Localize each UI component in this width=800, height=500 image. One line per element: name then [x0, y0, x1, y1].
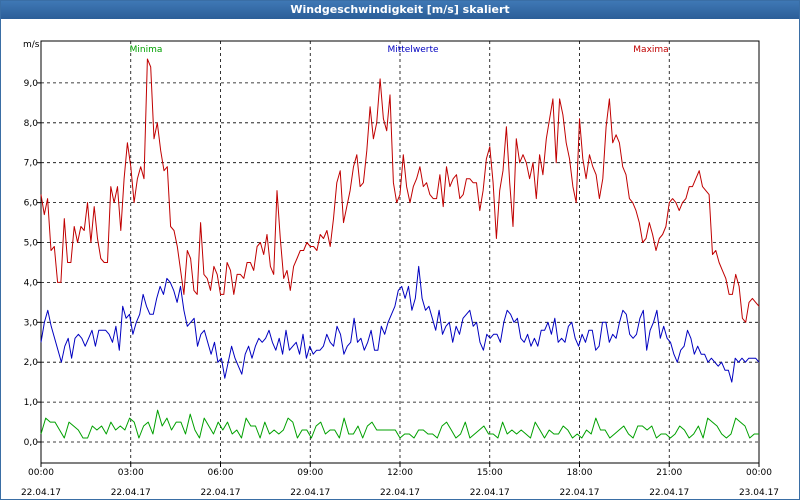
y-tick-label: 4,0: [24, 278, 39, 288]
x-tick-date: 22.04.17: [290, 488, 330, 498]
x-tick-date: 22.04.17: [559, 488, 599, 498]
y-tick-label: 0,0: [24, 438, 39, 448]
legend-entry-mittelwerte: Mittelwerte: [387, 45, 438, 55]
x-tick-time: 00:00: [746, 468, 772, 478]
x-tick-date: 22.04.17: [111, 488, 151, 498]
x-tick-date: 22.04.17: [649, 488, 689, 498]
y-tick-label: 7,0: [24, 159, 39, 169]
grid-layer: [40, 40, 760, 464]
legend: Minima Mittelwerte Maxima: [130, 45, 669, 55]
y-tick-label: 6,0: [24, 199, 39, 209]
x-tick-date: 22.04.17: [470, 488, 510, 498]
chart-area: 0,0 1,0 2,0 3,0 4,0 5,0 6,0 7,0 8,0 9,0 00:00 22.0…: [21, 40, 779, 498]
y-tick-label: 1,0: [24, 398, 39, 408]
window-title: Windgeschwindigkeit [m/s] skaliert: [1, 1, 799, 19]
x-axis-ticks: 00:00 22.04.17 03:00 22.04.17 06:00 22.04.17 0…: [21, 463, 779, 498]
x-tick-date: 22.04.17: [380, 488, 420, 498]
x-tick-time: 21:00: [656, 468, 682, 478]
x-tick-time: 00:00: [28, 468, 54, 478]
y-axis-label: m/s: [23, 40, 40, 50]
x-tick-date: 23.04.17: [739, 488, 779, 498]
x-tick-date: 22.04.17: [200, 488, 240, 498]
x-tick-time: 18:00: [567, 468, 593, 478]
y-tick-label: 5,0: [24, 239, 39, 249]
y-tick-label: 2,0: [24, 358, 39, 368]
x-tick-time: 12:00: [387, 468, 413, 478]
series-line-minima: [40, 409, 759, 439]
y-tick-label: 9,0: [24, 79, 39, 89]
series-layer: [40, 58, 760, 439]
x-tick-time: 15:00: [477, 468, 503, 478]
series-line-mittelwerte: [40, 265, 760, 383]
x-tick-date: 22.04.17: [21, 488, 61, 498]
y-tick-label: 8,0: [24, 119, 39, 129]
y-axis-ticks: 0,0 1,0 2,0 3,0 4,0 5,0 6,0 7,0 8,0 9,0: [24, 79, 41, 448]
legend-entry-maxima: Maxima: [633, 45, 668, 55]
x-tick-time: 03:00: [118, 468, 144, 478]
x-tick-time: 09:00: [297, 468, 323, 478]
x-tick-time: 06:00: [208, 468, 234, 478]
legend-entry-minima: Minima: [130, 45, 163, 55]
series-line-maxima: [40, 58, 760, 323]
y-tick-label: 3,0: [24, 318, 39, 328]
